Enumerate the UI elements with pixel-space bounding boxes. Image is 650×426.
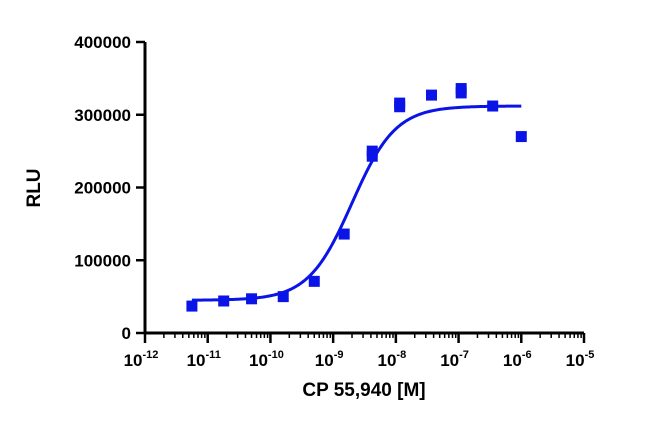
data-point [218,295,230,307]
data-point [277,291,289,303]
x-tick-label: 10-12 [124,349,159,370]
y-axis-title: RLU [24,168,45,207]
data-point [487,100,499,112]
data-point [425,89,437,101]
axes-layer [143,42,584,335]
x-axis-title: CP 55,940 [M] [302,380,425,401]
data-point [515,131,527,143]
data-point [246,293,258,305]
x-tick-label: 10-10 [249,349,284,370]
x-ticks: 10-12 10-11 10-10 10-9 10-8 10-7 10-6 10-5 [124,333,595,370]
y-tick-label: 300000 [74,106,131,125]
fit-curve [191,104,522,302]
data-point [366,145,378,157]
x-tick-label: 10-7 [440,349,469,370]
x-tick-label: 10-6 [503,349,532,370]
x-tick-label: 10-8 [378,349,407,370]
y-tick-label: 0 [122,324,131,343]
data-point [338,228,350,240]
data-point [308,275,320,287]
data-points-layer [186,83,527,312]
data-point [394,97,406,109]
y-tick-label: 100000 [74,251,131,270]
x-tick-label: 10-5 [566,349,595,370]
fit-curve-layer [191,104,522,302]
y-tick-label: 200000 [74,179,131,198]
data-point [455,83,467,95]
y-tick-label: 400000 [74,33,131,52]
x-tick-label: 10-9 [315,349,344,370]
y-ticks: 0 100000 200000 300000 400000 [74,33,145,343]
x-tick-label: 10-11 [187,349,221,370]
data-point [186,300,198,312]
